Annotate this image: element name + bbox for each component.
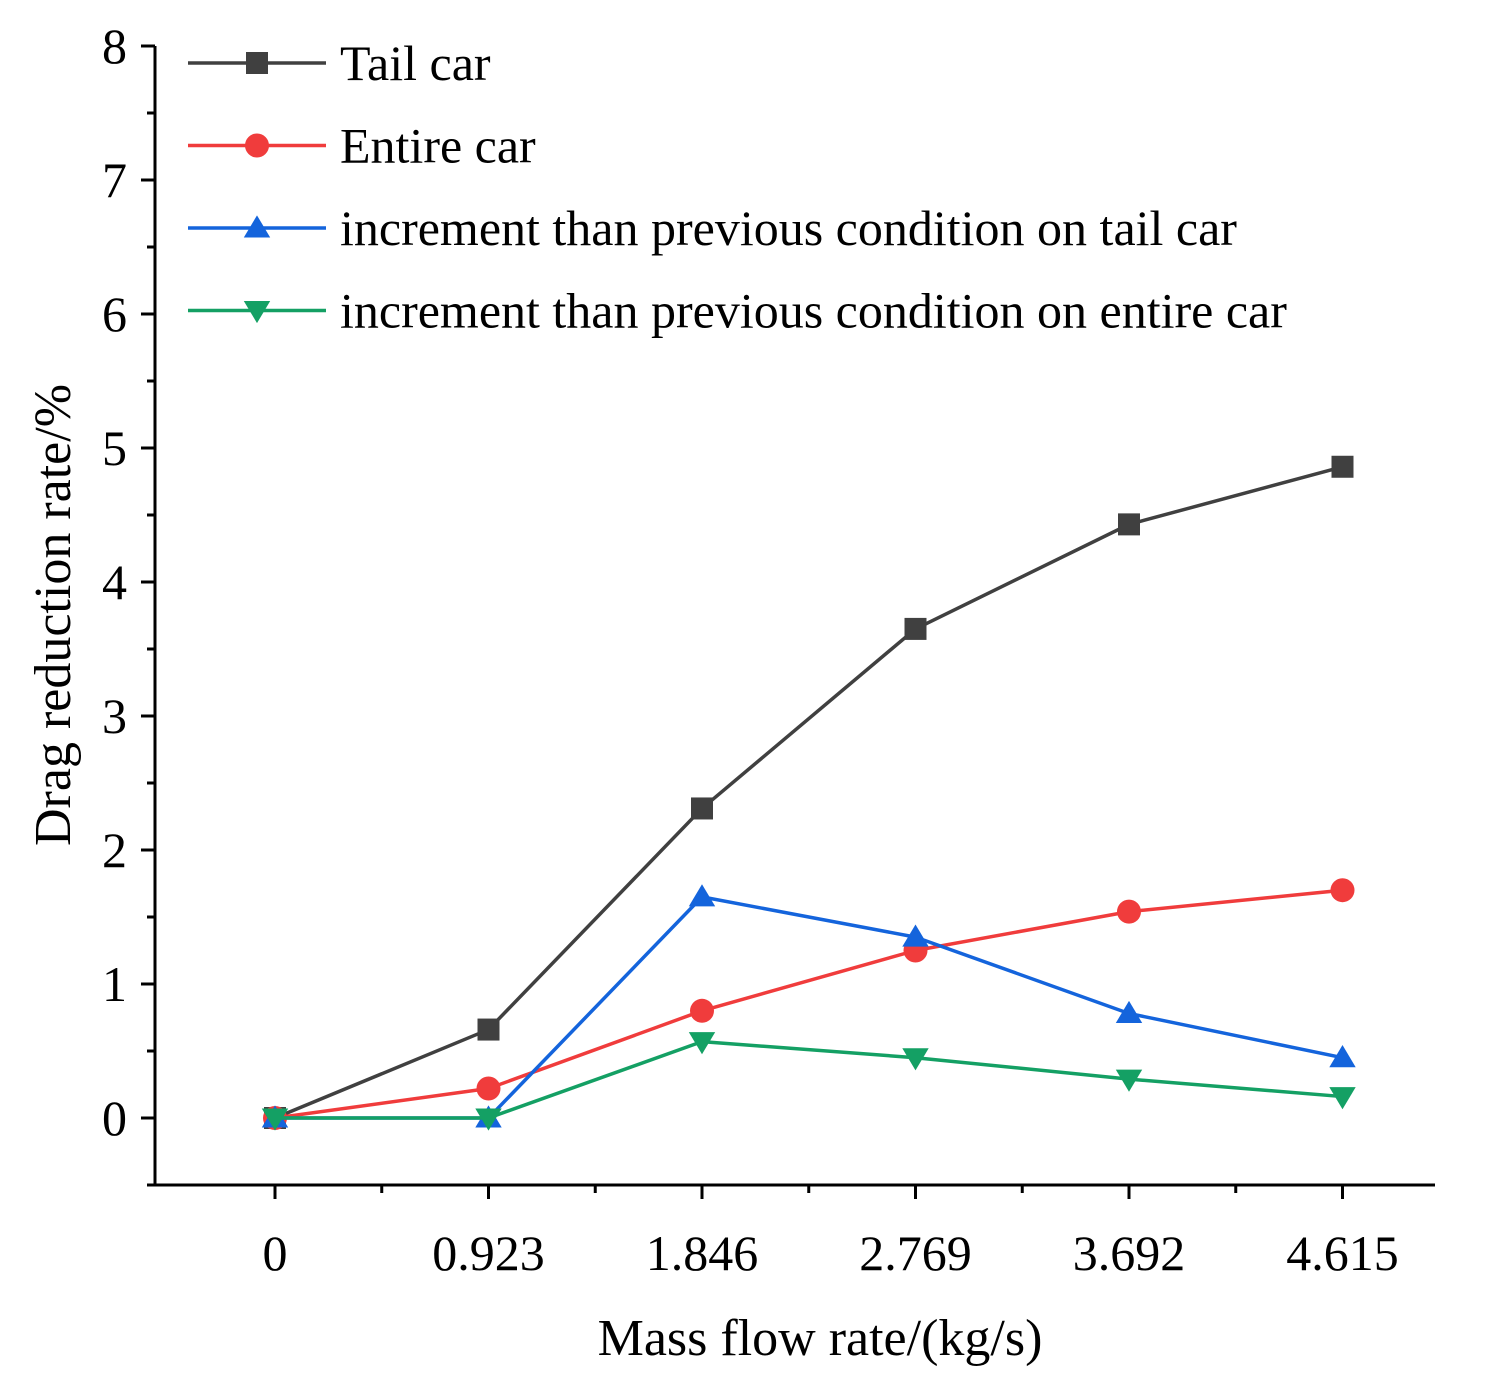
data-point — [475, 1108, 502, 1131]
x-tick-label: 4.615 — [1286, 1225, 1399, 1281]
legend-marker — [246, 52, 268, 74]
series-line — [275, 1039, 1343, 1120]
series-4 — [261, 1032, 1356, 1131]
data-point — [902, 924, 929, 947]
legend: Tail car Entire car increment than previou… — [188, 35, 1287, 339]
series-1 — [264, 455, 1354, 1129]
data-point — [1118, 513, 1140, 536]
data-point — [1329, 1087, 1356, 1110]
data-point — [476, 1076, 501, 1101]
y-tick-label: 7 — [102, 152, 127, 208]
legend-label: Entire car — [340, 118, 536, 174]
data-point — [1115, 1069, 1143, 1092]
x-axis-title: Mass flow rate/(kg/s) — [598, 1310, 1043, 1367]
y-ticks: 0 1 2 3 4 5 6 7 8 — [102, 18, 155, 1187]
x-tick-label: 0.923 — [432, 1225, 545, 1281]
x-tick-label: 0 — [263, 1225, 288, 1281]
data-point — [477, 1018, 500, 1041]
legend-item: Tail car — [188, 35, 491, 91]
legend-item: increment than previous condition on tai… — [188, 200, 1237, 256]
series-3 — [261, 884, 1356, 1128]
x-tick-label: 1.846 — [646, 1225, 759, 1281]
x-tick-label: 2.769 — [859, 1225, 972, 1281]
legend-label: Tail car — [340, 35, 491, 91]
x-tick-label: 3.692 — [1073, 1225, 1186, 1281]
series-group — [261, 455, 1356, 1131]
legend-marker — [243, 215, 271, 238]
data-point — [902, 1048, 929, 1071]
data-point — [688, 884, 716, 907]
series-line — [274, 465, 1343, 1120]
legend-marker — [243, 301, 271, 324]
axes — [153, 46, 1435, 1187]
legend-marker — [245, 133, 269, 158]
data-point — [688, 1032, 716, 1055]
x-ticks: 0 0.923 1.846 2.769 3.692 4.615 — [263, 1185, 1399, 1281]
y-axis-title: Drag reduction rate/% — [25, 384, 82, 846]
data-point — [690, 998, 714, 1023]
y-tick-label: 8 — [102, 18, 127, 74]
data-point — [261, 1108, 289, 1131]
y-tick-label: 5 — [102, 420, 127, 476]
data-point — [904, 617, 927, 640]
data-point — [1331, 455, 1354, 478]
y-tick-label: 1 — [102, 956, 127, 1012]
data-point — [1115, 1000, 1143, 1023]
y-tick-label: 2 — [102, 822, 127, 878]
data-point — [1329, 1045, 1356, 1068]
legend-label: increment than previous condition on ent… — [340, 283, 1287, 339]
legend-item: increment than previous condition on ent… — [188, 283, 1287, 339]
legend-label: increment than previous condition on tai… — [340, 200, 1237, 256]
y-tick-label: 3 — [102, 688, 127, 744]
y-tick-label: 0 — [102, 1090, 127, 1146]
y-tick-label: 4 — [102, 554, 127, 610]
data-point — [1117, 899, 1141, 924]
data-point — [1330, 878, 1355, 903]
data-point — [691, 797, 713, 820]
series-line — [274, 888, 1343, 1120]
legend-item: Entire car — [188, 118, 536, 174]
y-tick-label: 6 — [102, 286, 127, 342]
